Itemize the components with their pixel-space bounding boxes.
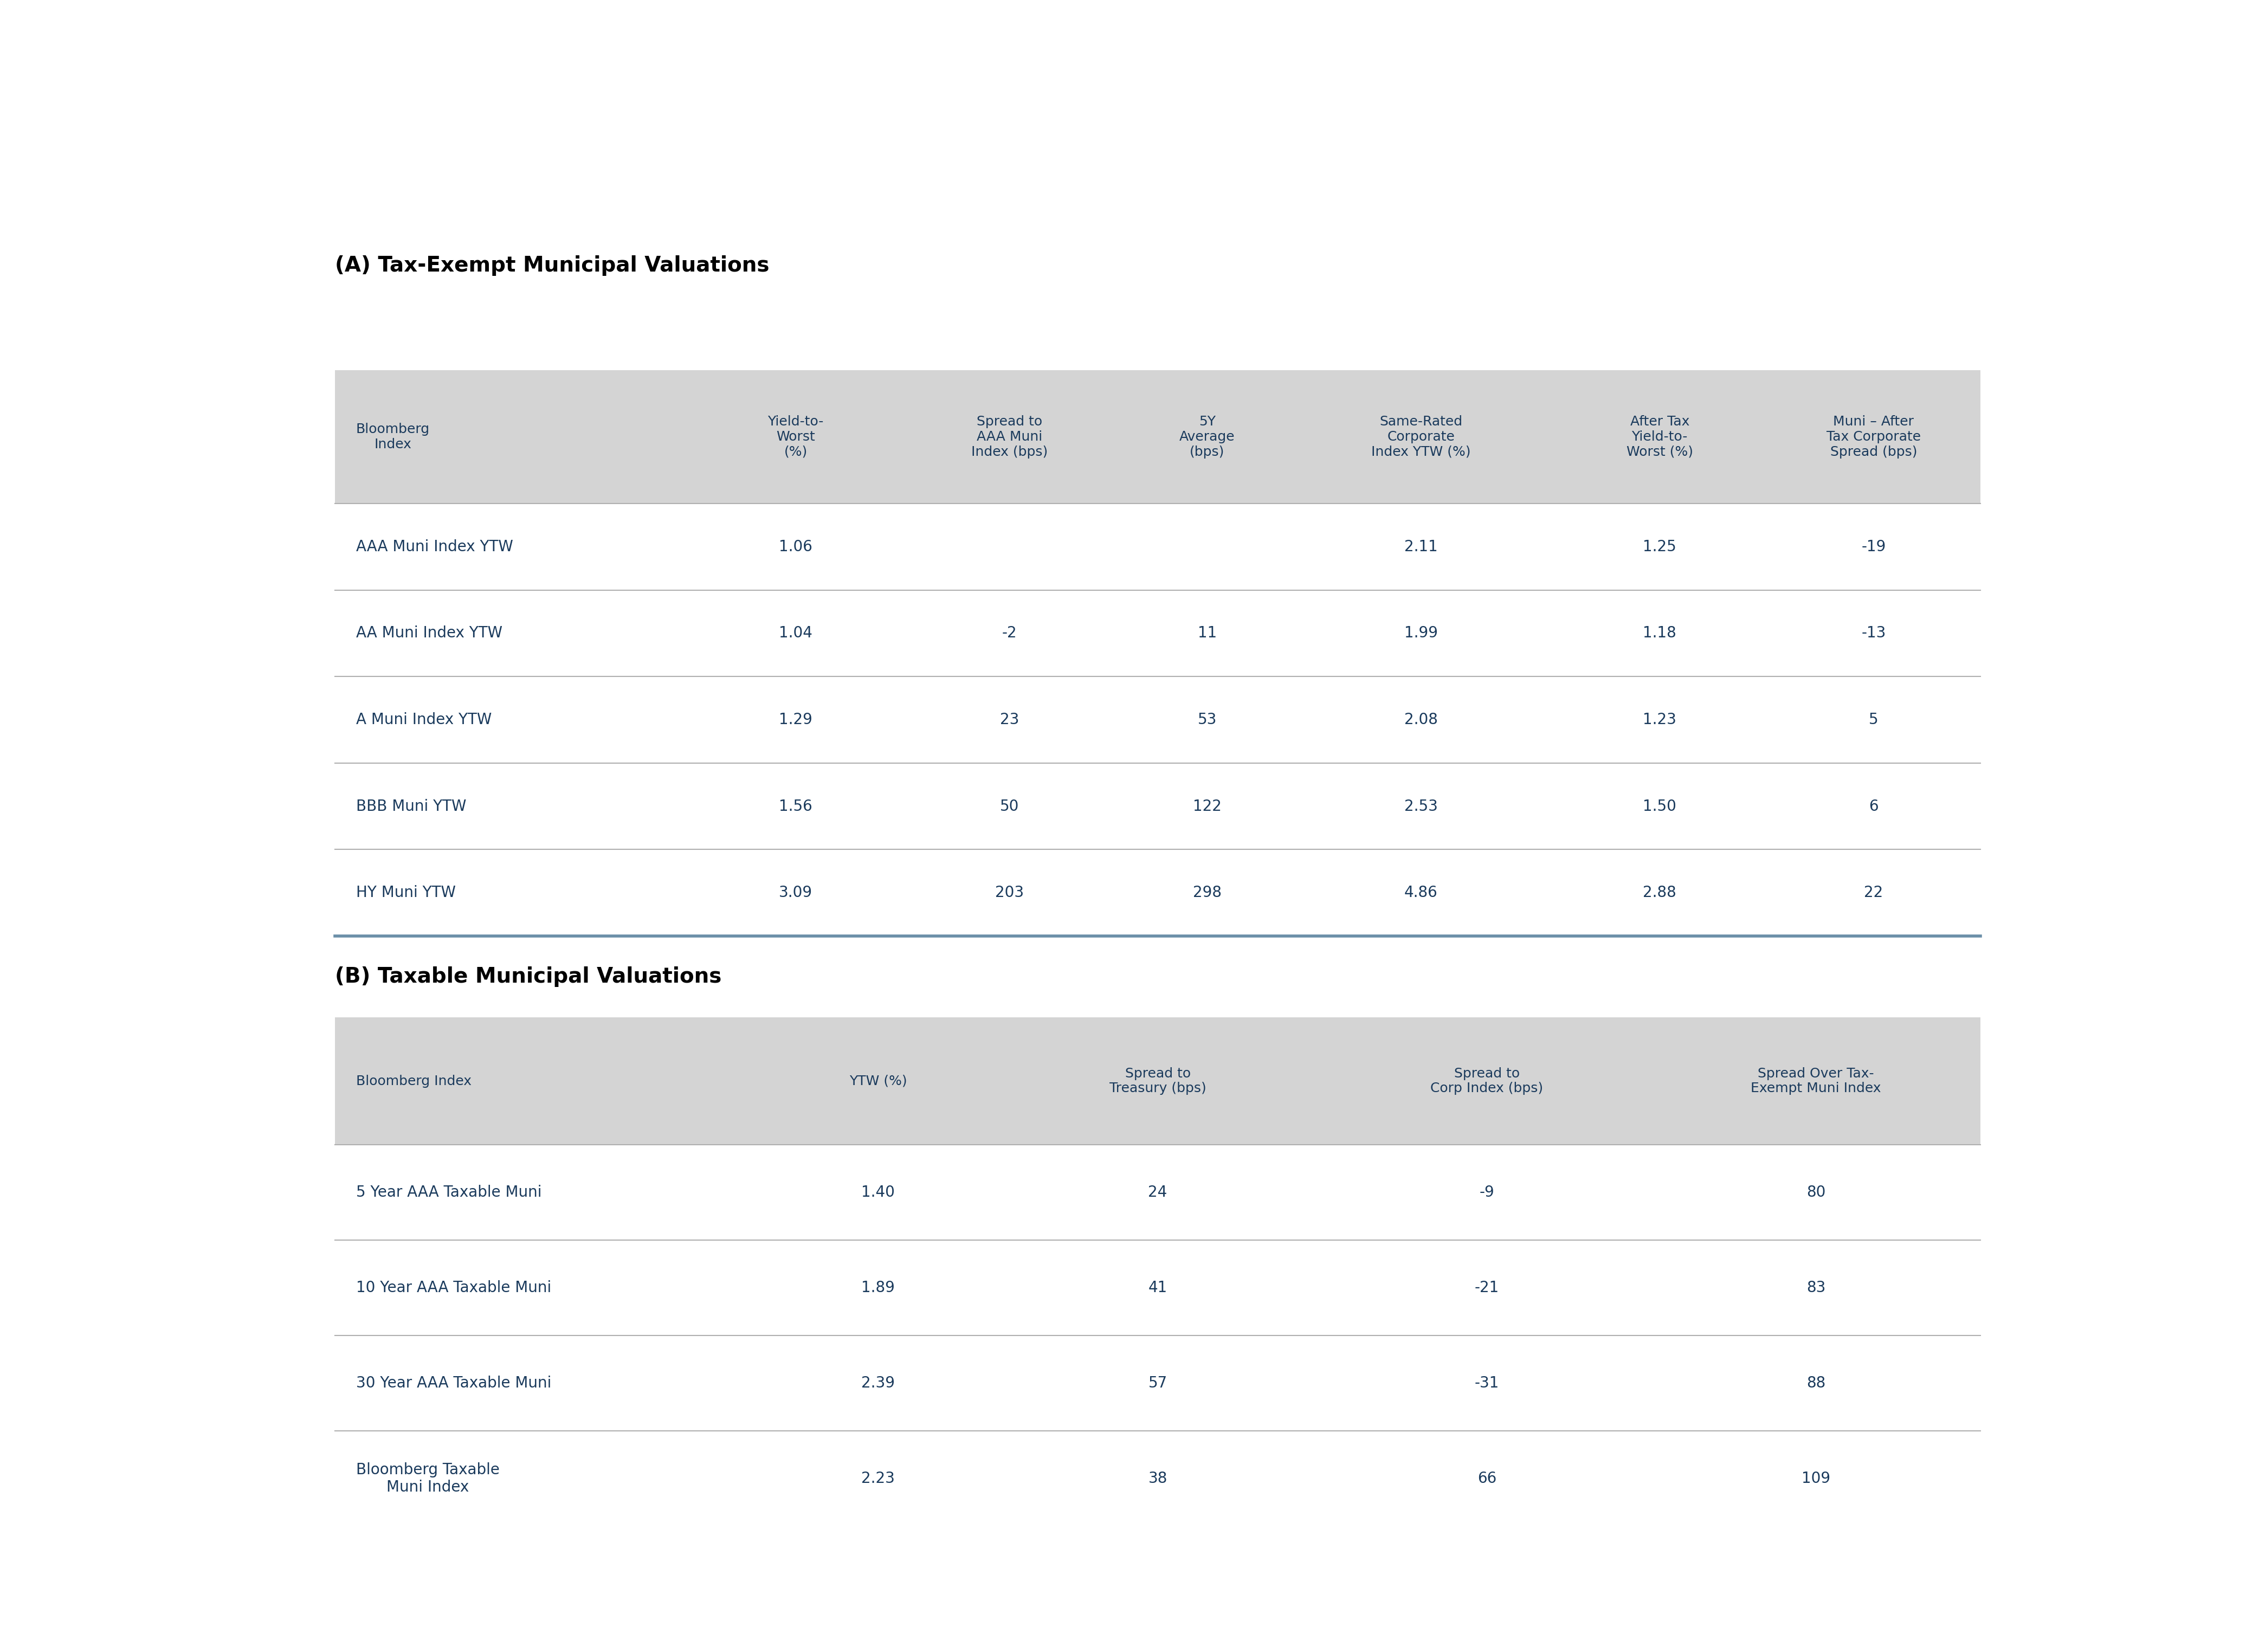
Text: 5Y
Average
(bps): 5Y Average (bps): [1179, 415, 1236, 458]
Text: Spread to
Corp Index (bps): Spread to Corp Index (bps): [1430, 1067, 1543, 1095]
Text: -2: -2: [1003, 626, 1017, 641]
Text: A Muni Index YTW: A Muni Index YTW: [357, 712, 492, 727]
Text: 22: 22: [1864, 885, 1884, 900]
Text: 41: 41: [1148, 1280, 1168, 1295]
Bar: [334, 1018, 1981, 1145]
Text: 122: 122: [1193, 798, 1222, 814]
Text: 83: 83: [1807, 1280, 1825, 1295]
Text: 88: 88: [1807, 1376, 1825, 1391]
Text: Spread to
Treasury (bps): Spread to Treasury (bps): [1109, 1067, 1206, 1095]
Text: 5 Year AAA Taxable Muni: 5 Year AAA Taxable Muni: [357, 1184, 542, 1199]
Text: AAA Muni Index YTW: AAA Muni Index YTW: [357, 539, 513, 555]
Text: AA Muni Index YTW: AA Muni Index YTW: [357, 626, 501, 641]
Text: 1.23: 1.23: [1642, 712, 1676, 727]
Text: 1.06: 1.06: [779, 539, 813, 555]
Text: -21: -21: [1475, 1280, 1500, 1295]
Text: Spread to
AAA Muni
Index (bps): Spread to AAA Muni Index (bps): [971, 415, 1048, 458]
Text: 5: 5: [1868, 712, 1879, 727]
Text: 57: 57: [1148, 1376, 1168, 1391]
Text: -31: -31: [1475, 1376, 1500, 1391]
Text: 80: 80: [1807, 1184, 1825, 1199]
Text: 23: 23: [1001, 712, 1019, 727]
Text: -19: -19: [1861, 539, 1886, 555]
Text: -9: -9: [1480, 1184, 1495, 1199]
Text: 2.53: 2.53: [1405, 798, 1437, 814]
Text: 2.39: 2.39: [861, 1376, 895, 1391]
Text: 2.11: 2.11: [1405, 539, 1437, 555]
Text: 1.50: 1.50: [1642, 798, 1676, 814]
Text: 38: 38: [1148, 1470, 1168, 1487]
Text: 53: 53: [1197, 712, 1218, 727]
Text: 298: 298: [1193, 885, 1222, 900]
Text: 109: 109: [1803, 1470, 1830, 1487]
Text: Same-Rated
Corporate
Index YTW (%): Same-Rated Corporate Index YTW (%): [1371, 415, 1471, 458]
Text: 2.23: 2.23: [861, 1470, 895, 1487]
Text: Yield-to-
Worst
(%): Yield-to- Worst (%): [768, 415, 825, 458]
Text: -13: -13: [1861, 626, 1886, 641]
Text: 1.29: 1.29: [779, 712, 813, 727]
Text: 1.40: 1.40: [861, 1184, 895, 1199]
Text: After Tax
Yield-to-
Worst (%): After Tax Yield-to- Worst (%): [1626, 415, 1692, 458]
Text: 2.88: 2.88: [1642, 885, 1676, 900]
Text: 4.86: 4.86: [1405, 885, 1437, 900]
Text: Bloomberg Index: Bloomberg Index: [357, 1074, 472, 1087]
Text: 24: 24: [1148, 1184, 1168, 1199]
Text: HY Muni YTW: HY Muni YTW: [357, 885, 456, 900]
Text: 3.09: 3.09: [779, 885, 813, 900]
Text: 50: 50: [1001, 798, 1019, 814]
Text: 1.99: 1.99: [1405, 626, 1437, 641]
Text: 1.25: 1.25: [1642, 539, 1676, 555]
Text: 30 Year AAA Taxable Muni: 30 Year AAA Taxable Muni: [357, 1376, 551, 1391]
Text: Muni – After
Tax Corporate
Spread (bps): Muni – After Tax Corporate Spread (bps): [1828, 415, 1920, 458]
Text: BBB Muni YTW: BBB Muni YTW: [357, 798, 465, 814]
Text: (A) Tax-Exempt Municipal Valuations: (A) Tax-Exempt Municipal Valuations: [334, 256, 770, 276]
Text: 203: 203: [996, 885, 1023, 900]
Text: Spread Over Tax-
Exempt Muni Index: Spread Over Tax- Exempt Muni Index: [1751, 1067, 1882, 1095]
Text: 6: 6: [1868, 798, 1879, 814]
Text: Bloomberg Taxable
Muni Index: Bloomberg Taxable Muni Index: [357, 1462, 499, 1495]
Text: 1.56: 1.56: [779, 798, 813, 814]
Text: 1.18: 1.18: [1642, 626, 1676, 641]
Text: 1.89: 1.89: [861, 1280, 895, 1295]
Text: (B) Taxable Municipal Valuations: (B) Taxable Municipal Valuations: [334, 966, 721, 988]
Text: 66: 66: [1477, 1470, 1495, 1487]
Text: 2.08: 2.08: [1405, 712, 1437, 727]
Text: 10 Year AAA Taxable Muni: 10 Year AAA Taxable Muni: [357, 1280, 551, 1295]
Text: Bloomberg
Index: Bloomberg Index: [357, 423, 429, 451]
Text: 1.04: 1.04: [779, 626, 813, 641]
Text: YTW (%): YTW (%): [849, 1074, 906, 1087]
Text: 11: 11: [1197, 626, 1218, 641]
Bar: [334, 370, 1981, 504]
